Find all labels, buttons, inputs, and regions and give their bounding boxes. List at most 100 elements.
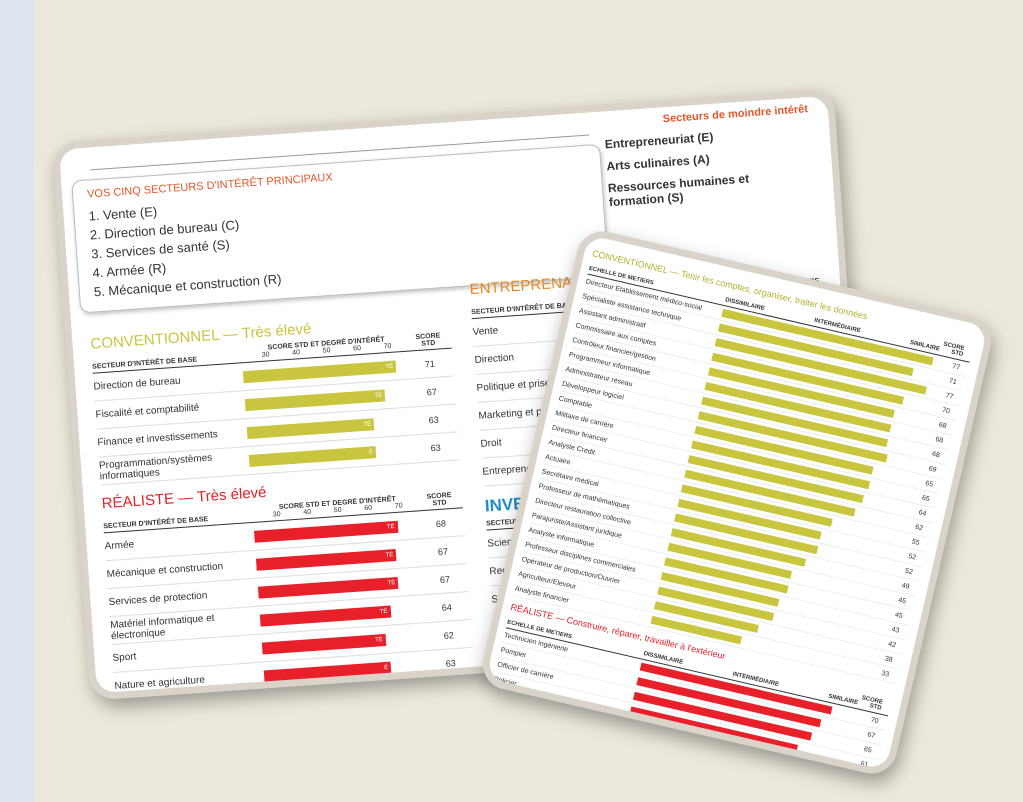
bar-area: TÉ <box>244 388 415 411</box>
job-bar <box>619 750 758 779</box>
sector-name: Armée <box>104 539 135 553</box>
bar-area <box>616 764 833 779</box>
score-value: 43 <box>890 625 901 635</box>
score-value: 56 <box>841 771 865 779</box>
sections-column: CONVENTIONNEL — Très élevé SECTEUR D'INTÉ… <box>89 301 480 701</box>
scale-tick: 70 <box>394 502 403 510</box>
bar-area: TÉ <box>246 417 417 439</box>
score-value: 67 <box>426 386 438 397</box>
score-value: 67 <box>437 545 449 557</box>
level-label: TÉ <box>386 523 395 531</box>
score-bar: TÉ <box>261 633 387 655</box>
bar-area: TÉ <box>261 633 432 655</box>
job-name: Électricien <box>479 733 513 749</box>
level-label: TÉ <box>385 363 394 370</box>
score-value: 62 <box>914 523 924 532</box>
sector-name: Direction de bureau <box>93 375 182 393</box>
level-label: TÉ <box>387 579 396 587</box>
score-value: 65 <box>924 479 934 489</box>
score-value: 63 <box>430 442 441 453</box>
score-value: 70 <box>941 406 951 415</box>
lesser-block: Secteurs de moindre intérêt Entrepreneuri… <box>603 103 814 209</box>
score-value: 68 <box>934 435 944 445</box>
score-value: 33 <box>880 669 890 679</box>
score-value: 77 <box>951 362 961 372</box>
sector-name: Services de protection <box>108 590 208 609</box>
score-label: SCORE STD <box>415 332 441 348</box>
score-value: 63 <box>428 414 440 425</box>
scale-tick: 50 <box>322 347 331 355</box>
score-value: 71 <box>948 377 958 386</box>
score-value: 67 <box>439 573 451 585</box>
score-bar: TÉ <box>255 548 397 571</box>
scale-tick: 50 <box>333 506 342 515</box>
score-bar: TÉ <box>257 576 399 599</box>
sector-name: Sport <box>112 651 137 665</box>
level-label: É <box>383 664 389 671</box>
sector-name: Fiscalité et comptabilité <box>95 402 200 421</box>
score-bar: É <box>248 445 377 467</box>
sector-name: Finance et investissements <box>97 429 219 449</box>
bar-area: TÉ <box>253 520 424 543</box>
score-value: 70 <box>869 716 880 725</box>
bar-area: TÉ <box>242 360 413 383</box>
job-name: Mécanicien automobile <box>483 719 555 743</box>
scale-tick: 70 <box>383 342 392 351</box>
scale-tick: 40 <box>303 508 312 517</box>
score-value: 55 <box>911 537 921 547</box>
score-value: 64 <box>441 601 453 613</box>
score-value: 42 <box>887 640 897 649</box>
score-bar: TÉ <box>259 605 391 627</box>
bar-area: TÉ <box>259 605 430 627</box>
score-value: 69 <box>928 464 938 474</box>
score-value: 64 <box>917 508 928 518</box>
level-label: TÉ <box>385 551 394 559</box>
score-value: 67 <box>866 730 876 740</box>
score-value: 65 <box>921 494 931 503</box>
scale-tick: 40 <box>292 349 301 357</box>
score-value: 61 <box>859 760 870 769</box>
score-value: 45 <box>894 611 904 620</box>
score-value: 68 <box>435 517 447 529</box>
bar-area: TÉ <box>255 548 426 571</box>
score-bar: É <box>263 661 392 682</box>
level-label: TÉ <box>375 636 384 644</box>
score-value: 68 <box>931 450 941 459</box>
score-value: 45 <box>897 596 907 605</box>
level-label: É <box>368 448 374 456</box>
score-value: 68 <box>938 421 948 430</box>
level-label: TÉ <box>363 420 372 428</box>
bar-area <box>619 749 836 779</box>
scale-tick: 30 <box>272 510 281 519</box>
side-strip <box>0 0 34 802</box>
score-bar: TÉ <box>246 417 375 439</box>
sector-name: Nature et agriculture <box>114 674 206 692</box>
lesser-item: Entrepreneuriat (E) <box>604 129 714 152</box>
score-value: 52 <box>904 567 914 576</box>
score-label: SCORE STD <box>426 491 452 508</box>
score-value: 77 <box>944 391 955 401</box>
lesser-title: Secteurs de moindre intérêt <box>662 103 809 126</box>
job-bar <box>622 735 764 776</box>
bar-area: É <box>263 661 434 682</box>
scale-tick: 60 <box>364 504 373 513</box>
score-bar: TÉ <box>253 520 398 543</box>
job-name: Technicien/infirmier urgentiste <box>486 704 579 733</box>
level-label: TÉ <box>379 608 388 615</box>
score-value: 49 <box>901 581 911 591</box>
lesser-item: Arts culinaires (A) <box>605 152 711 174</box>
scale-tick: 30 <box>261 351 270 359</box>
score-value: 52 <box>907 552 917 562</box>
score-value: 38 <box>884 654 894 664</box>
level-label: TÉ <box>374 392 383 399</box>
score-value: 62 <box>443 629 455 641</box>
bar-area: TÉ <box>257 576 428 599</box>
lesser-item: Ressources humaines et formation (S) <box>607 171 750 210</box>
score-bar: TÉ <box>242 360 397 383</box>
score-value: 71 <box>424 358 436 370</box>
score-bar: TÉ <box>244 388 386 411</box>
scale-tick: 60 <box>352 344 362 353</box>
score-value: 65 <box>863 745 873 755</box>
